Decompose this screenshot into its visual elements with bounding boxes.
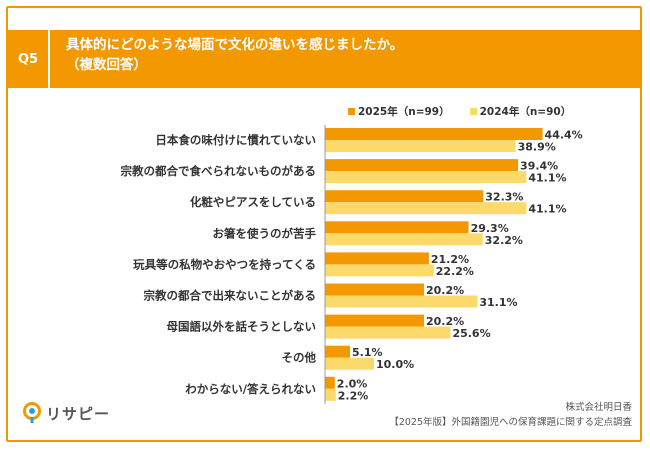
legend-item-2024: 2024年（n=90） <box>469 104 572 119</box>
chart-legend: 2025年（n=99） 2024年（n=90） <box>348 104 571 119</box>
value-label-2025-7: 5.1% <box>352 346 383 359</box>
value-label-2025-4: 21.2% <box>431 253 469 266</box>
bar-2025-2 <box>325 190 484 203</box>
category-label-8: わからない/答えられない <box>185 382 316 396</box>
value-label-2024-1: 41.1% <box>528 172 566 185</box>
value-label-2025-2: 32.3% <box>485 191 523 204</box>
legend-label-2025: 2025年（n=99） <box>358 106 450 118</box>
value-label-2024-8: 2.2% <box>338 389 369 402</box>
legend-label-2024: 2024年（n=90） <box>479 106 572 118</box>
bar-2024-7 <box>325 357 374 370</box>
value-label-2025-8: 2.0% <box>337 377 368 390</box>
category-label-2: 化粧やピアスをしている <box>190 195 316 209</box>
question-title-line1: 具体的にどのような場面で文化の違いを感じましたか。 <box>66 37 404 53</box>
legend-swatch-2025 <box>348 108 355 115</box>
value-label-2024-3: 32.2% <box>485 234 523 247</box>
bar-2024-0 <box>325 140 516 152</box>
category-label-1: 宗教の都合で食べられないものがある <box>121 164 317 178</box>
survey-source: 【2025年版】外国籍園児への保育課題に関する定点調査 <box>389 417 632 428</box>
category-label-3: お箸を使うのが苦手 <box>213 226 317 240</box>
legend-swatch-2024 <box>469 108 477 115</box>
bar-2025-6 <box>325 314 424 327</box>
category-label-5: 宗教の都合で出来ないことがある <box>144 289 317 303</box>
bar-2025-5 <box>325 283 424 296</box>
category-label-0: 日本食の味付けに慣れていない <box>155 133 316 147</box>
value-label-2024-4: 22.2% <box>436 265 474 278</box>
category-label-4: 玩具等の私物やおやつを持ってくる <box>133 257 316 271</box>
bar-2024-6 <box>325 326 451 339</box>
bar-2025-3 <box>325 221 469 234</box>
bar-2025-4 <box>325 252 429 265</box>
brand-logo-icon <box>23 402 41 423</box>
brand-logo: リサピー <box>22 402 110 424</box>
bar-2025-0 <box>325 128 543 140</box>
value-label-2024-5: 31.1% <box>479 296 517 309</box>
bar-2025-7 <box>325 345 350 358</box>
bar-2024-8 <box>325 388 336 401</box>
value-label-2025-5: 20.2% <box>426 284 464 297</box>
value-label-2024-7: 10.0% <box>376 358 414 371</box>
bar-2025-8 <box>325 376 335 389</box>
bar-2025-1 <box>325 159 519 172</box>
legend-item-2025: 2025年（n=99） <box>348 104 450 119</box>
category-label-6: 母国語以外を話そうとしない <box>167 320 317 334</box>
question-title: 具体的にどのような場面で文化の違いを感じましたか。 （複数回答） <box>66 35 626 75</box>
bar-2024-2 <box>325 202 527 215</box>
question-banner <box>50 30 640 88</box>
value-label-2024-6: 25.6% <box>452 327 490 340</box>
value-label-2024-0: 38.9% <box>518 141 556 154</box>
category-label-7: その他 <box>282 351 317 365</box>
bar-2024-5 <box>325 295 478 308</box>
value-label-2025-1: 39.4% <box>520 160 558 173</box>
bar-2024-4 <box>325 264 434 277</box>
bar-2024-3 <box>325 233 483 246</box>
question-number-badge: Q5 <box>8 30 48 88</box>
bar-2024-1 <box>325 171 527 184</box>
question-title-line2: （複数回答） <box>66 57 147 73</box>
brand-logo-text: リサピー <box>46 404 111 423</box>
company-name: 株式会社明日香 <box>565 402 632 413</box>
value-label-2025-3: 29.3% <box>471 222 509 235</box>
value-label-2025-0: 44.4% <box>545 129 583 142</box>
value-label-2024-2: 41.1% <box>528 203 566 216</box>
value-label-2025-6: 20.2% <box>426 315 464 328</box>
slide-frame <box>6 6 642 442</box>
